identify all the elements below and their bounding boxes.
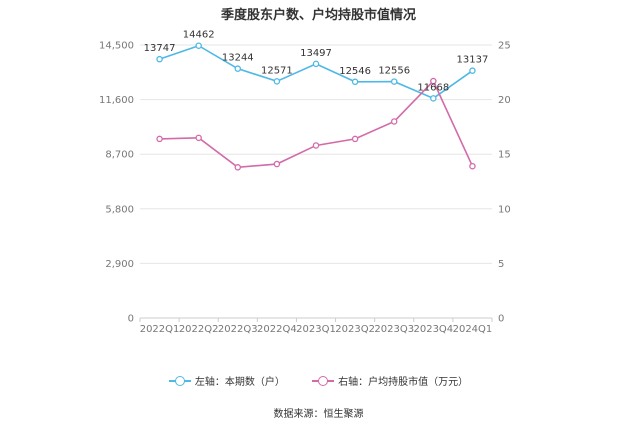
grid — [140, 44, 492, 264]
data-point — [390, 118, 398, 125]
legend-item-avg-value[interactable]: 右轴：户均持股市值（万元） — [312, 373, 468, 388]
x-tick-label: 2023Q1 — [296, 324, 336, 335]
data-point — [234, 164, 242, 171]
y-left-tick-label: 11,600 — [99, 95, 134, 106]
data-point — [273, 160, 281, 168]
data-point — [156, 135, 163, 143]
data-label: 12546 — [339, 66, 371, 77]
y-right-tick-label: 10 — [498, 204, 511, 215]
x-tick-label: 2023Q4 — [413, 324, 453, 335]
legend-label: 右轴：户均持股市值（万元） — [338, 377, 469, 388]
legend: 左轴：本期数（户） 右轴：户均持股市值（万元） — [0, 373, 637, 389]
data-point — [469, 67, 476, 74]
series — [156, 42, 476, 171]
legend-line-icon — [168, 375, 191, 386]
y-left-tick-label: 5,800 — [105, 204, 134, 215]
data-label: 12571 — [261, 65, 293, 76]
chart-title: 季度股东户数、户均持股市值情况 — [220, 8, 416, 23]
y-left-tick-label: 0 — [128, 314, 134, 325]
data-label: 14462 — [183, 30, 215, 41]
x-tick-label: 2024Q1 — [453, 324, 493, 335]
data-label: 13747 — [144, 43, 176, 54]
data-label: 13244 — [222, 53, 254, 64]
data-label: 11668 — [417, 82, 449, 93]
y-right-tick-label: 20 — [498, 95, 511, 106]
data-point — [351, 78, 359, 86]
axes: 0 2,900 5,800 8,700 11,600 14,500 0 5 10 15 20 25 20… — [99, 41, 511, 336]
data-labels: 13747 14462 13244 12571 13497 12546 12556 11668… — [144, 30, 489, 94]
y-right-tick-label: 0 — [498, 314, 504, 325]
y-right-tick-label: 15 — [498, 150, 511, 161]
data-point — [312, 142, 320, 149]
data-label: 13137 — [457, 55, 489, 66]
data-point — [430, 77, 437, 85]
data-point — [156, 55, 163, 63]
y-left-tick-label: 8,700 — [105, 150, 134, 161]
x-tick-label: 2022Q4 — [257, 324, 297, 335]
data-label: 13497 — [300, 48, 332, 59]
legend-line-icon — [312, 375, 335, 386]
data-point — [273, 78, 281, 85]
data-point — [195, 42, 202, 49]
x-tick-label: 2022Q2 — [179, 324, 219, 335]
data-point — [390, 78, 398, 85]
data-point — [234, 65, 242, 72]
data-point — [430, 95, 437, 102]
legend-item-households[interactable]: 左轴：本期数（户） — [168, 373, 285, 388]
legend-label: 左轴：本期数（户） — [194, 377, 285, 388]
x-tick-label: 2022Q3 — [218, 324, 258, 335]
data-point — [195, 134, 202, 142]
data-point — [469, 162, 476, 170]
data-point — [312, 60, 320, 68]
y-right-tick-label: 5 — [498, 259, 504, 270]
y-left-tick-label: 14,500 — [99, 41, 134, 52]
data-label: 12556 — [378, 66, 410, 77]
data-point — [351, 135, 359, 143]
x-tick-label: 2023Q2 — [335, 324, 375, 335]
x-tick-label: 2022Q1 — [140, 324, 180, 335]
y-right-tick-label: 25 — [498, 41, 511, 52]
source-note: 数据来源：恒生聚源 — [273, 409, 364, 420]
y-left-tick-label: 2,900 — [105, 259, 134, 270]
x-tick-label: 2023Q3 — [374, 324, 414, 335]
